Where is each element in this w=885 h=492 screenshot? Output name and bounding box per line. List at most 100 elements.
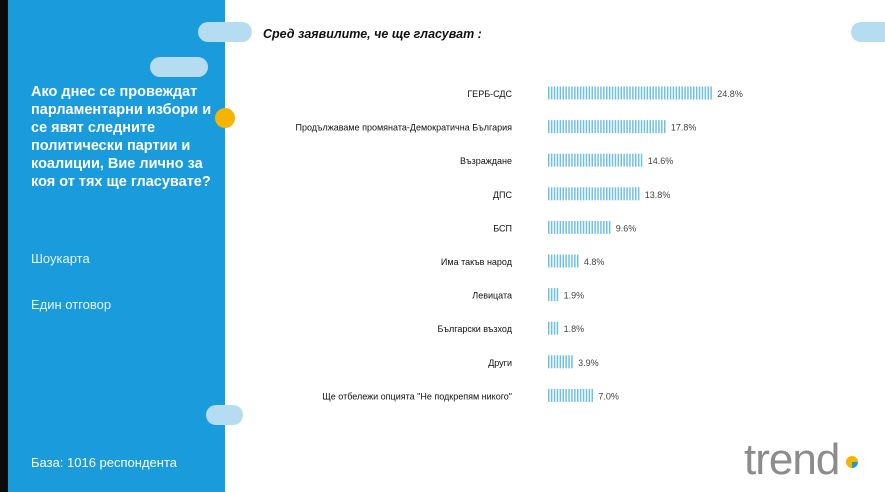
- bar-stripe: [611, 120, 614, 134]
- bar-stripe: [553, 321, 556, 335]
- bar-stripe: [600, 120, 602, 134]
- bar-stripe: [623, 153, 625, 167]
- category-label: Други: [488, 358, 512, 368]
- bar: [548, 355, 573, 369]
- bar-stripe: [579, 187, 582, 201]
- bar-stripe: [579, 220, 582, 234]
- bar-stripe: [577, 388, 579, 402]
- category-label: Български възход: [437, 324, 512, 334]
- category-label: Продължаваме промяната-Демократична Бълг…: [295, 123, 512, 133]
- sidebar-panel: [8, 0, 225, 492]
- bar-stripe: [571, 120, 573, 134]
- bar-stripe: [640, 86, 643, 100]
- bar-stripe: [571, 220, 573, 234]
- bar-stripe: [606, 120, 608, 134]
- bar-stripe: [556, 220, 559, 234]
- trend-logo: trend: [744, 436, 858, 482]
- bar-stripe: [548, 388, 550, 402]
- bar-stripe: [582, 153, 585, 167]
- bar-stripe: [582, 120, 585, 134]
- bar-stripe: [577, 153, 579, 167]
- bar-stripe: [637, 187, 640, 201]
- bar-stripe: [568, 120, 570, 134]
- bar-stripe: [600, 86, 602, 100]
- bar-stripe: [617, 120, 620, 134]
- bar-stripe: [614, 120, 617, 134]
- bar-stripe: [559, 254, 562, 268]
- bar-stripe: [553, 120, 556, 134]
- category-label: Има такъв народ: [441, 257, 513, 267]
- bar-stripe: [684, 86, 686, 100]
- bar-stripe: [623, 86, 625, 100]
- bar-stripe: [582, 187, 585, 201]
- bar-stripe: [669, 86, 672, 100]
- category-label: ДПС: [493, 190, 513, 200]
- bar-stripe: [600, 153, 602, 167]
- bar-stripe: [635, 187, 637, 201]
- bar-stripe: [579, 86, 582, 100]
- bar-stripe: [553, 355, 556, 369]
- bar-stripe: [548, 220, 550, 234]
- bar-stripe: [681, 86, 683, 100]
- bar-stripe: [594, 153, 596, 167]
- answer-type-label: Един отговор: [31, 297, 112, 312]
- bar: [548, 288, 559, 302]
- bar-stripe: [553, 388, 556, 402]
- bar-stripe: [553, 220, 556, 234]
- bar-stripe: [574, 388, 576, 402]
- bar-stripe: [675, 86, 678, 100]
- bar-stripe: [574, 120, 576, 134]
- bar-stripe: [556, 120, 559, 134]
- bar-stripe: [591, 220, 593, 234]
- bar-chart: ГЕРБ-СДС 24.8% Продължаваме промяната-Демо…: [295, 86, 743, 402]
- bar-stripe: [562, 187, 564, 201]
- bar-stripe: [678, 86, 680, 100]
- bar-stripe: [548, 86, 550, 100]
- bar-stripe: [643, 120, 646, 134]
- bar-stripe: [652, 86, 654, 100]
- bar-stripe: [620, 187, 622, 201]
- bar-stripe: [568, 355, 570, 369]
- bar-stripe: [548, 321, 550, 335]
- bar-stripe: [565, 153, 567, 167]
- bar: [548, 187, 640, 201]
- bar-stripe: [614, 86, 617, 100]
- value-label: 14.6%: [648, 156, 674, 166]
- bar-stripe: [548, 254, 550, 268]
- bar-stripe: [565, 187, 567, 201]
- bar-stripe: [603, 187, 605, 201]
- bar-stripe: [582, 220, 585, 234]
- bar-stripe: [571, 86, 573, 100]
- accent-dot: [215, 108, 235, 128]
- left-edge: [0, 0, 8, 492]
- bar-stripe: [559, 86, 562, 100]
- bar-stripe: [577, 120, 579, 134]
- bar-stripe: [565, 355, 567, 369]
- bar-stripe: [565, 86, 567, 100]
- bar-stripe: [559, 388, 562, 402]
- bar-stripe: [588, 388, 591, 402]
- bar-stripe: [556, 388, 559, 402]
- bar-stripe: [591, 388, 593, 402]
- bar-stripe: [571, 388, 573, 402]
- bar-stripe: [608, 153, 611, 167]
- category-label: ГЕРБ-СДС: [467, 89, 512, 99]
- bar-stripe: [568, 187, 570, 201]
- bar-stripe: [585, 153, 588, 167]
- bar: [548, 220, 611, 234]
- bar-stripe: [600, 220, 602, 234]
- bar-stripe: [591, 120, 593, 134]
- bar-stripe: [582, 388, 585, 402]
- bar-stripe: [646, 86, 649, 100]
- bar-stripe: [611, 86, 614, 100]
- bar-stripe: [548, 355, 550, 369]
- bar-stripe: [632, 153, 634, 167]
- bar-stripe: [571, 355, 573, 369]
- bar-stripe: [606, 220, 608, 234]
- bar-stripe: [550, 321, 553, 335]
- bar-stripe: [658, 120, 660, 134]
- bar-stripe: [553, 288, 556, 302]
- bar-stripe: [568, 153, 570, 167]
- bar-stripe: [603, 86, 605, 100]
- bar-stripe: [629, 187, 631, 201]
